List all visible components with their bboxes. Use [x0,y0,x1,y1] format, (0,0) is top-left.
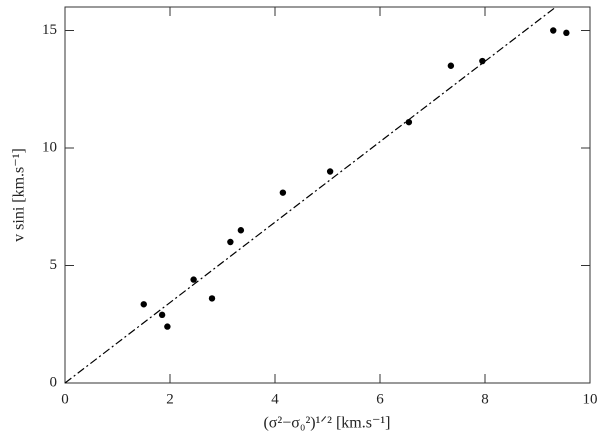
data-point [164,323,171,330]
data-point [550,27,557,34]
x-tick-label: 0 [61,391,69,407]
data-point [227,238,234,246]
y-tick-label: 5 [50,257,58,273]
data-point [279,189,287,196]
data-point [479,57,486,65]
x-tick-label: 8 [481,391,489,407]
plot-frame [64,6,591,384]
data-point [237,227,245,234]
data-point [140,301,147,308]
data-point [563,29,570,37]
x-axis-label: (σ²−σ₀²)¹ᐟ² [km.s⁻¹] [263,415,390,432]
data-point [208,295,216,302]
data-point [326,168,334,175]
y-tick-label: 0 [50,374,58,390]
x-tick-label: 4 [271,391,279,407]
data-point [190,276,197,283]
fit-line [64,6,557,384]
data-point [158,311,166,319]
y-tick-label: 15 [42,22,57,38]
x-tick-label: 6 [376,391,384,407]
y-tick-label: 10 [42,139,57,155]
y-axis-label: v sini [km.s⁻¹] [11,148,28,242]
x-tick-label: 2 [166,391,174,407]
data-point [447,62,455,69]
data-point [405,118,413,126]
x-tick-label: 10 [583,391,598,407]
